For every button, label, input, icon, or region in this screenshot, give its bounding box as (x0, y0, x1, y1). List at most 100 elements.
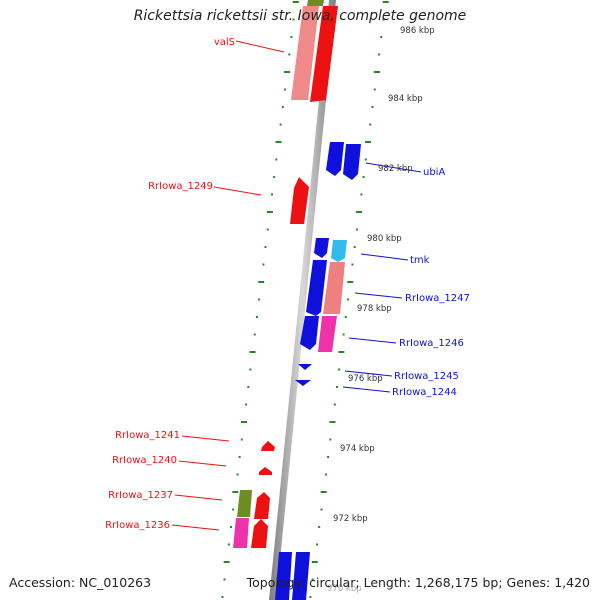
gene-label-RrIowa_1244[interactable]: RrIowa_1244 (392, 387, 457, 398)
gene-label-RrIowa_1249[interactable]: RrIowa_1249 (148, 181, 213, 192)
right-ring-minor-tick (355, 228, 358, 231)
right-ring-minor-tick (382, 18, 385, 21)
leader-RrIowa_1247 (354, 292, 403, 299)
reverse-label-lines (171, 40, 285, 531)
gene-bottom-blue-1 (275, 552, 292, 600)
right-ring-minor-tick (311, 578, 314, 581)
left-ring-minor-tick (227, 543, 230, 546)
right-ring-major-tick (338, 351, 345, 353)
accession-text: Accession: NC_010263 (9, 575, 152, 590)
gene-RrIowa_1244 (295, 380, 311, 386)
left-ring-minor-tick (258, 298, 261, 301)
genome-summary-text: Topology: circular; Length: 1,268,175 bp… (246, 575, 590, 590)
left-ring-major-tick (232, 491, 239, 493)
left-ring-minor-tick (292, 18, 295, 21)
right-ring-major-tick (347, 281, 354, 283)
left-ring-minor-tick (255, 316, 258, 318)
left-ring-minor-tick (240, 438, 243, 441)
gene-RrIowa_1237-olive (237, 490, 252, 517)
left-ring-minor-tick (288, 53, 291, 56)
gene-label-RrIowa_1241[interactable]: RrIowa_1241 (115, 430, 180, 441)
scale-label: 972 kbp (333, 514, 368, 524)
gene-label-RrIowa_1240[interactable]: RrIowa_1240 (112, 455, 177, 466)
right-ring-minor-tick (371, 106, 374, 108)
right-ring-major-tick (382, 1, 389, 3)
right-ring-minor-tick (347, 298, 350, 301)
gene-valS (310, 6, 338, 102)
gene-RrIowa_1247-blue (306, 260, 327, 316)
gene-ubiA-1 (326, 142, 344, 176)
left-ring-minor-tick (232, 508, 235, 511)
right-ring-minor-tick (338, 368, 341, 371)
right-ring-major-tick (373, 71, 380, 73)
left-ring-minor-tick (247, 386, 250, 388)
gene-ubiA-2 (343, 144, 361, 180)
left-ring-minor-tick (223, 578, 226, 581)
genome-backbone (269, 0, 336, 600)
gene-label-valS[interactable]: valS (214, 37, 235, 48)
map-title: Rickettsia rickettsii str. Iowa, complet… (133, 8, 467, 24)
left-ring-minor-tick (271, 193, 273, 196)
left-ring-minor-tick (266, 228, 269, 231)
left-ring-major-tick (284, 71, 291, 73)
left-ring-major-tick (249, 351, 256, 353)
scale-label: 976 kbp (348, 374, 383, 384)
gene-RrIowa_1240 (259, 467, 272, 475)
gene-tmk-blue (314, 238, 329, 258)
right-ring-major-tick (311, 561, 318, 563)
right-ring-major-tick (320, 491, 327, 493)
gene-label-RrIowa_1247[interactable]: RrIowa_1247 (405, 293, 470, 304)
left-ring-minor-tick (262, 263, 265, 266)
forward-gene-labels: ubiA tmk RrIowa_1247 RrIowa_1246 RrIowa_… (392, 167, 470, 398)
gene-label-ubiA[interactable]: ubiA (423, 167, 445, 178)
right-ring-minor-tick (318, 526, 321, 528)
left-ring-minor-tick (290, 36, 293, 38)
left-ring-minor-tick (281, 106, 284, 108)
gene-label-RrIowa_1237[interactable]: RrIowa_1237 (108, 490, 173, 501)
right-ring-minor-tick (369, 123, 372, 126)
gene-label-tmk[interactable]: tmk (410, 255, 430, 266)
leader-RrIowa_1237 (174, 494, 223, 501)
right-ring-minor-tick (316, 543, 318, 546)
gene-RrIowa_1245 (298, 364, 312, 370)
left-ring-major-tick (241, 421, 247, 423)
right-ring-minor-tick (342, 333, 345, 336)
scale-label: 982 kbp (378, 164, 413, 174)
scale-labels: 986 kbp 984 kbp 982 kbp 980 kbp 978 kbp … (327, 26, 435, 594)
right-ring-minor-tick (351, 263, 354, 266)
right-ring-minor-tick (364, 158, 367, 161)
gene-RrIowa_1249 (290, 177, 309, 224)
right-ring-minor-tick (360, 193, 363, 196)
right-ring-major-tick (329, 421, 336, 423)
leader-ubiA (365, 162, 422, 173)
left-ring-minor-tick (279, 123, 282, 126)
gene-RrIowa_1241 (261, 441, 275, 451)
right-ring-minor-tick (380, 36, 383, 38)
right-ring-minor-tick (329, 438, 332, 441)
gene-olive-top (307, 0, 324, 6)
right-ring-minor-tick (344, 316, 347, 318)
forward-strand-genes (275, 142, 361, 600)
right-ring-minor-tick (378, 53, 381, 56)
gene-label-RrIowa_1236[interactable]: RrIowa_1236 (105, 520, 170, 531)
left-ring-minor-tick (238, 456, 241, 458)
left-ring-minor-tick (284, 88, 286, 91)
right-ring-minor-tick (320, 508, 323, 511)
reverse-strand-genes (233, 0, 338, 548)
gene-tmk (331, 240, 347, 262)
gene-RrIowa_1236-magenta (233, 518, 249, 548)
leader-valS (235, 40, 285, 53)
gene-RrIowa_1247 (323, 262, 345, 314)
right-ring-minor-tick (333, 403, 336, 406)
gene-label-RrIowa_1246[interactable]: RrIowa_1246 (399, 338, 464, 349)
right-ring-minor-tick (324, 473, 327, 476)
left-ring-major-tick (258, 281, 265, 283)
left-ring-minor-tick (230, 526, 232, 528)
gene-bottom-blue-2 (292, 552, 310, 600)
left-ring-minor-tick (249, 368, 252, 371)
leader-RrIowa_1244 (342, 386, 391, 393)
gene-label-RrIowa_1245[interactable]: RrIowa_1245 (394, 371, 459, 382)
gene-valS-light (291, 6, 319, 100)
reverse-gene-labels: valS RrIowa_1249 RrIowa_1241 RrIowa_1240… (105, 37, 235, 531)
